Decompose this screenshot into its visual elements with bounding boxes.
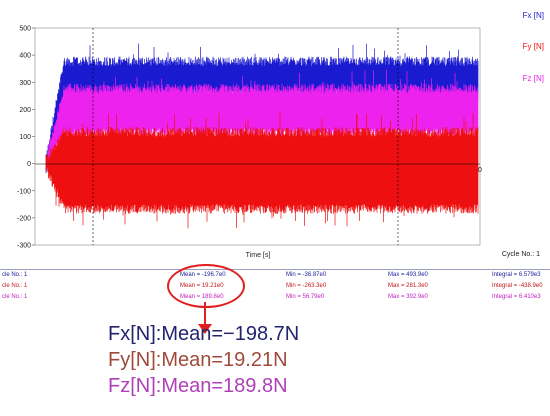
legend-fz: Fz [N] [523,74,544,83]
stats-min: Min = -36.87e0 [286,272,327,278]
y-axis-ticks: 500 400 300 200 100 0 -100 -200 -300 [17,26,35,250]
stats-integral: Integral = -438.9e0 [492,283,543,289]
legend-fy: Fy [N] [523,42,544,51]
y-tick-label: -300 [17,243,31,250]
stats-max: Max = 392.9e0 [388,294,428,300]
stats-row-fx: cle No.: 1 Mean = -196.7e0 Min = -36.87e… [0,272,550,282]
cycle-label: Cycle No.: 1 [502,251,540,258]
stats-label: cle No.: 1 [2,294,28,300]
y-tick-label: 400 [19,53,31,60]
stats-row-fy: cle No.: 1 Mean = 19.21e0 Min = -263.3e0… [0,283,550,293]
y-tick-label: -200 [17,215,31,222]
callout-fx: Fx[N]:Mean=−198.7N [108,323,300,345]
series-fz-trace [45,69,479,170]
stats-integral: Integral = 6.410e3 [492,294,541,300]
series-fy-trace [45,112,479,229]
stats-integral: Integral = 6.579e3 [492,272,541,278]
series-fx-trace [45,43,479,174]
callout-fy: Fy[N]:Mean=19.21N [108,349,288,371]
stats-label: cle No.: 1 [2,283,28,289]
y-tick-label: 100 [19,134,31,141]
y-tick-label: -100 [17,188,31,195]
y-tick-label: 500 [19,26,31,33]
signal-traces [45,43,479,229]
y-tick-label: 300 [19,80,31,87]
y-tick-label: 0 [27,161,31,168]
callout-arrow-icon [198,302,212,334]
callout-fz: Fz[N]:Mean=189.8N [108,375,288,397]
stats-row-fz: cle No.: 1 Mean = 189.8e0 Min = 56.79e0 … [0,294,550,304]
legend-fx: Fx [N] [523,11,544,20]
stats-min: Min = -263.3e0 [286,283,327,289]
stats-label: cle No.: 1 [2,272,28,278]
y-tick-label: 200 [19,107,31,114]
statistics-table: cle No.: 1 Mean = -196.7e0 Min = -36.87e… [0,269,550,303]
stats-min: Min = 56.79e0 [286,294,325,300]
x-axis-label: Time [s] [246,252,271,259]
stats-max: Max = 493.9e0 [388,272,428,278]
x-tick-label: 0 [478,167,482,174]
stats-divider [0,269,550,270]
stats-max: Max = 281.3e0 [388,283,428,289]
